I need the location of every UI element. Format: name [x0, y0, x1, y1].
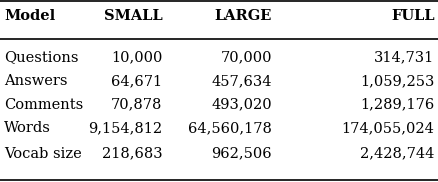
Text: 1,289,176: 1,289,176 [360, 98, 434, 112]
Text: 174,055,024: 174,055,024 [341, 121, 434, 135]
Text: 493,020: 493,020 [211, 98, 272, 112]
Text: LARGE: LARGE [214, 9, 272, 23]
Text: 64,560,178: 64,560,178 [188, 121, 272, 135]
Text: 10,000: 10,000 [111, 50, 162, 64]
Text: 962,506: 962,506 [211, 147, 272, 161]
Text: Vocab size: Vocab size [4, 147, 82, 161]
Text: 2,428,744: 2,428,744 [360, 147, 434, 161]
Text: Model: Model [4, 9, 56, 23]
Text: Comments: Comments [4, 98, 84, 112]
Text: SMALL: SMALL [103, 9, 162, 23]
Text: Words: Words [4, 121, 51, 135]
Text: Questions: Questions [4, 50, 79, 64]
Text: 314,731: 314,731 [374, 50, 434, 64]
Text: 1,059,253: 1,059,253 [360, 74, 434, 88]
Text: 9,154,812: 9,154,812 [88, 121, 162, 135]
Text: 457,634: 457,634 [211, 74, 272, 88]
Text: 70,878: 70,878 [111, 98, 162, 112]
Text: 64,671: 64,671 [111, 74, 162, 88]
Text: FULL: FULL [390, 9, 434, 23]
Text: 218,683: 218,683 [102, 147, 162, 161]
Text: Answers: Answers [4, 74, 68, 88]
Text: 70,000: 70,000 [220, 50, 272, 64]
